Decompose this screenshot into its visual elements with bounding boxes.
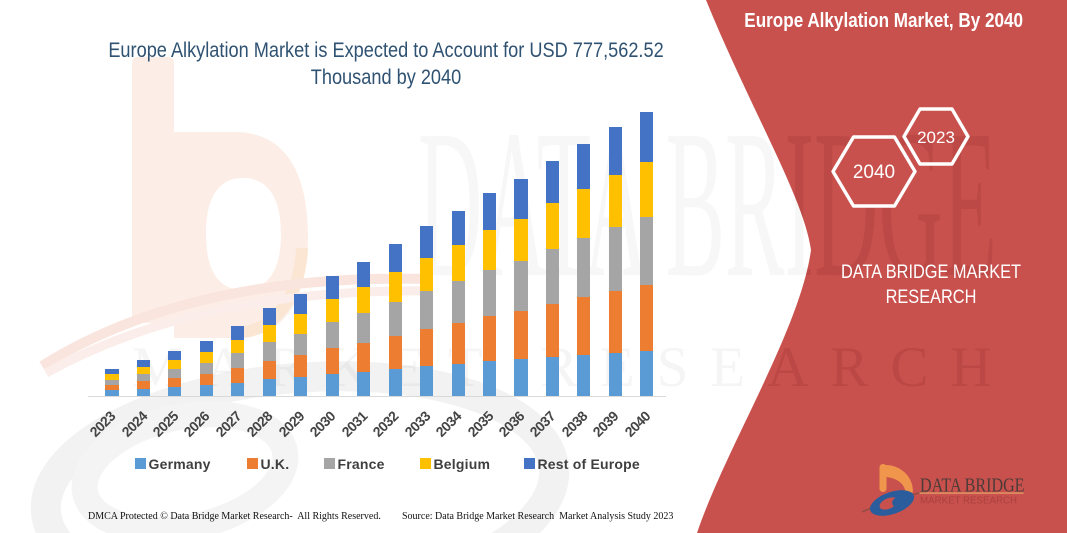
svg-text:MARKET RESEARCH: MARKET RESEARCH xyxy=(920,496,1017,507)
svg-text:DATA BRIDGE: DATA BRIDGE xyxy=(920,474,1025,496)
svg-text:2040: 2040 xyxy=(853,162,895,183)
svg-text:2023: 2023 xyxy=(917,128,955,147)
svg-text:MARKET RESEARCH: MARKET RESEARCH xyxy=(132,336,1014,399)
